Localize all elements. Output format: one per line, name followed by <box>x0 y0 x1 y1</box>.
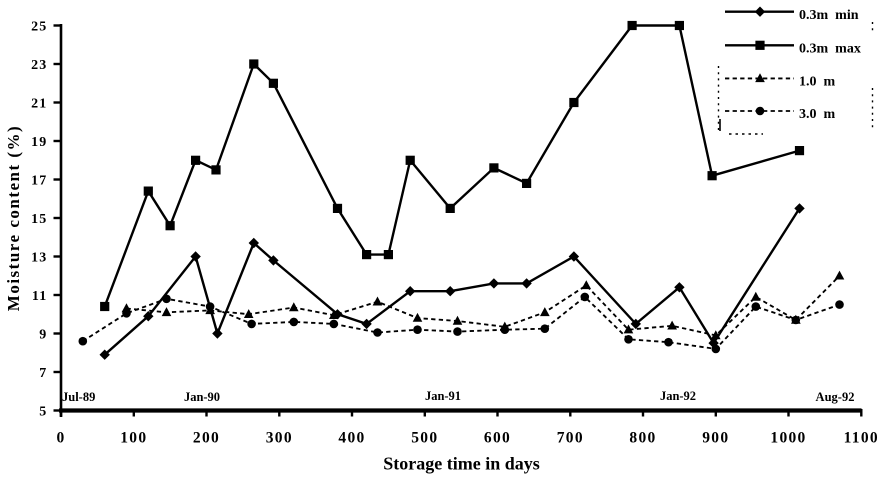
svg-text:Jan-90: Jan-90 <box>184 390 220 404</box>
svg-text:17: 17 <box>31 174 47 189</box>
svg-text:500: 500 <box>411 430 438 447</box>
svg-text:Jan-91: Jan-91 <box>425 389 461 403</box>
svg-text:19: 19 <box>31 135 47 150</box>
svg-text:800: 800 <box>629 430 656 447</box>
svg-text:Moisture content (%): Moisture content (%) <box>4 125 23 311</box>
svg-text:13: 13 <box>31 251 47 266</box>
svg-text:7: 7 <box>39 366 47 381</box>
svg-text:0.3m max: 0.3m max <box>799 42 861 57</box>
svg-text:400: 400 <box>338 430 365 447</box>
svg-text:600: 600 <box>484 430 511 447</box>
svg-text:Jan-92: Jan-92 <box>660 389 696 403</box>
svg-text:0.3m min: 0.3m min <box>799 8 859 23</box>
svg-text:Jul-89: Jul-89 <box>62 390 95 404</box>
svg-text:Aug-92: Aug-92 <box>816 390 855 404</box>
svg-text:700: 700 <box>557 430 584 447</box>
svg-text:300: 300 <box>266 430 293 447</box>
svg-text:5: 5 <box>39 405 47 420</box>
svg-text:1100: 1100 <box>844 430 879 447</box>
svg-text:0: 0 <box>56 430 65 447</box>
svg-text:15: 15 <box>31 212 47 227</box>
svg-text:200: 200 <box>193 430 220 447</box>
svg-text:9: 9 <box>39 328 47 343</box>
svg-text:23: 23 <box>31 58 47 73</box>
svg-text:900: 900 <box>702 430 729 447</box>
svg-text:100: 100 <box>120 430 147 447</box>
svg-text:1.0 m: 1.0 m <box>799 75 836 90</box>
svg-text:3.0 m: 3.0 m <box>799 107 836 122</box>
svg-text:11: 11 <box>32 289 48 304</box>
svg-text:1000: 1000 <box>770 430 806 447</box>
svg-text:25: 25 <box>31 20 47 35</box>
svg-text:21: 21 <box>31 97 47 112</box>
svg-text:Storage time in days: Storage time in days <box>383 454 540 474</box>
